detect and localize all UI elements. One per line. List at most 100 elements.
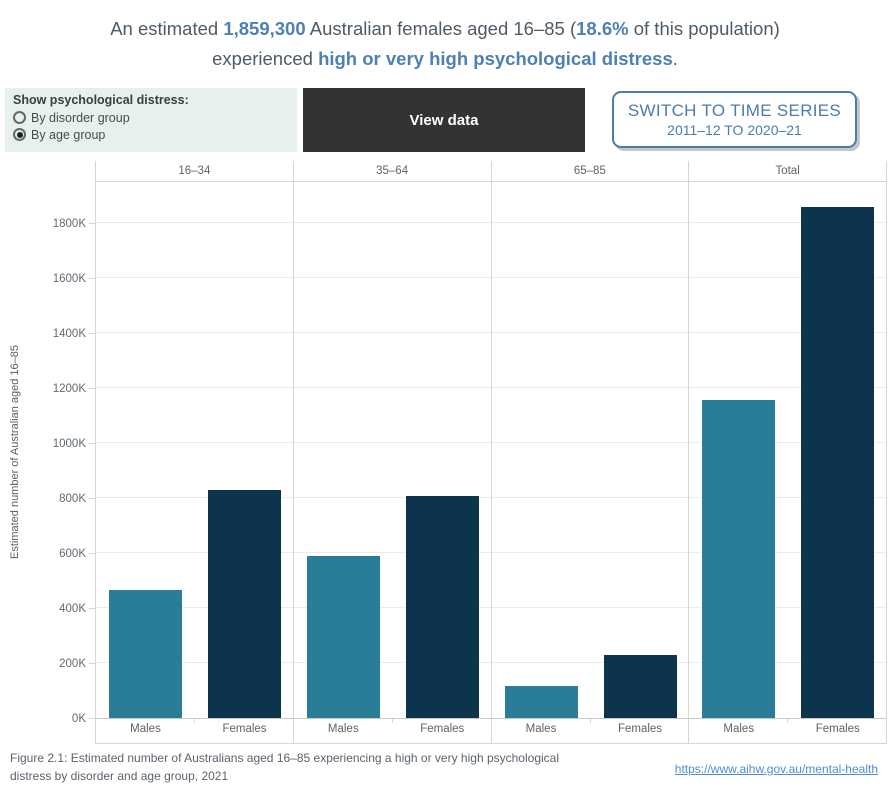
y-tick-label: 0K [71, 713, 86, 725]
panel-x-labels: Males Females [293, 719, 491, 744]
panel-35–64: 35–64 Males Females [293, 161, 492, 744]
gridline [293, 332, 491, 333]
gridline [293, 222, 491, 223]
figure-caption-line: distress by disorder and age group, 2021 [10, 768, 229, 783]
panel-header: 16–34 [96, 161, 293, 182]
y-tick-mark [89, 443, 95, 444]
radio-button-selected-icon[interactable] [13, 128, 26, 141]
gridline [293, 552, 491, 553]
gridline [689, 552, 886, 553]
gridline [96, 662, 293, 663]
y-tick-label: 1200K [52, 383, 86, 395]
gridline [491, 387, 689, 388]
gridline [96, 497, 293, 498]
gridline [96, 222, 293, 223]
bar-35–64-females[interactable] [405, 496, 479, 718]
x-axis-label: Females [420, 723, 465, 735]
bar-16–34-males[interactable] [109, 590, 182, 718]
filter-label: Show psychological distress: [13, 93, 189, 107]
distress-filter-panel: Show psychological distress: By disorder… [5, 88, 297, 152]
gridline [96, 442, 293, 443]
gridline [689, 497, 886, 498]
x-axis-label: Males [130, 723, 161, 735]
radio-by-age-group[interactable]: By age group [13, 126, 289, 143]
x-axis-label: Males [327, 723, 359, 735]
gridline [96, 277, 293, 278]
y-tick-label: 800K [59, 493, 86, 505]
y-tick-mark [89, 388, 95, 389]
panel-total: Total Males Females [689, 161, 887, 744]
gridline [491, 662, 689, 663]
panel-pane [689, 182, 886, 719]
bar-total-females[interactable] [801, 207, 875, 718]
y-tick-label: 400K [59, 603, 86, 615]
y-tick-mark [89, 718, 95, 719]
axis-tick [589, 719, 591, 723]
panel-pane [96, 182, 293, 719]
gridline [491, 332, 689, 333]
x-axis-label: Females [617, 723, 663, 735]
gridline [689, 332, 886, 333]
panel-header: 65–85 [491, 161, 689, 182]
gridline [491, 497, 689, 498]
radio-label: By age group [31, 127, 106, 142]
axis-tick [787, 719, 789, 723]
y-tick-label: 1000K [52, 438, 86, 450]
panel-pane [293, 182, 491, 719]
axis-tick [391, 719, 393, 723]
gridline [293, 387, 491, 388]
gridline [689, 662, 886, 663]
y-tick-mark [89, 278, 95, 279]
gridline [689, 607, 886, 608]
source-link[interactable]: https://www.aihw.gov.au/mental-health [674, 762, 878, 776]
gridline [293, 442, 491, 443]
gridline [491, 442, 689, 443]
gridline [689, 442, 886, 443]
switch-to-time-series-button[interactable]: SWITCH TO TIME SERIES 2011–12 TO 2020–21 [612, 91, 857, 148]
x-axis-label: Females [222, 723, 267, 735]
panel-65–85: 65–85 Males Females [491, 161, 690, 744]
gridline [293, 497, 491, 498]
headline-text: experienced [212, 48, 319, 69]
bar-16–34-females[interactable] [208, 490, 281, 718]
y-tick-mark [89, 498, 95, 499]
y-tick-mark [89, 333, 95, 334]
panel-16–34: 16–34 Males Females [96, 161, 294, 744]
y-tick-mark [89, 223, 95, 224]
headline-text: Australian females aged 16–85 ( [305, 18, 577, 39]
headline-line2: experienced high or very high psychologi… [0, 44, 890, 74]
radio-label: By disorder group [31, 110, 130, 125]
gridline [689, 277, 886, 278]
figure-caption: Figure 2.1: Estimated number of Australi… [10, 750, 650, 785]
headline-line1: An estimated 1,859,300 Australian female… [0, 14, 890, 44]
view-data-label: View data [409, 111, 479, 129]
y-tick-label: 1400K [52, 328, 86, 340]
view-data-button[interactable]: View data [303, 88, 585, 152]
panel-pane [491, 182, 689, 719]
gridline [96, 387, 293, 388]
panel-header: 35–64 [293, 161, 491, 182]
bar-total-males[interactable] [702, 400, 776, 718]
gridline [96, 332, 293, 333]
y-tick-label: 1600K [52, 273, 86, 285]
x-axis-label: Females [815, 723, 860, 735]
gridline [491, 222, 689, 223]
bar-65–85-males[interactable] [504, 686, 578, 718]
y-tick-mark [89, 553, 95, 554]
gridline [293, 607, 491, 608]
x-axis-label: Males [723, 723, 755, 735]
bar-65–85-females[interactable] [603, 655, 677, 718]
gridline [491, 277, 689, 278]
gridline [689, 387, 886, 388]
radio-button-icon[interactable] [13, 111, 26, 124]
chart-panels: 16–34 Males Females 35–64 Males Females 65–85 M… [95, 161, 887, 744]
bar-35–64-males[interactable] [306, 556, 380, 718]
gridline [491, 552, 689, 553]
panel-x-labels: Males Females [689, 719, 886, 744]
panel-x-labels: Males Females [491, 719, 689, 744]
headline-text: . [672, 48, 678, 69]
headline: An estimated 1,859,300 Australian female… [0, 14, 890, 74]
radio-by-disorder-group[interactable]: By disorder group [13, 109, 289, 126]
